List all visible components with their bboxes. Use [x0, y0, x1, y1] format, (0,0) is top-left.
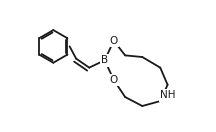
Text: B: B: [101, 55, 108, 65]
Text: O: O: [110, 36, 118, 46]
Text: NH: NH: [160, 90, 175, 100]
Text: O: O: [110, 75, 118, 85]
